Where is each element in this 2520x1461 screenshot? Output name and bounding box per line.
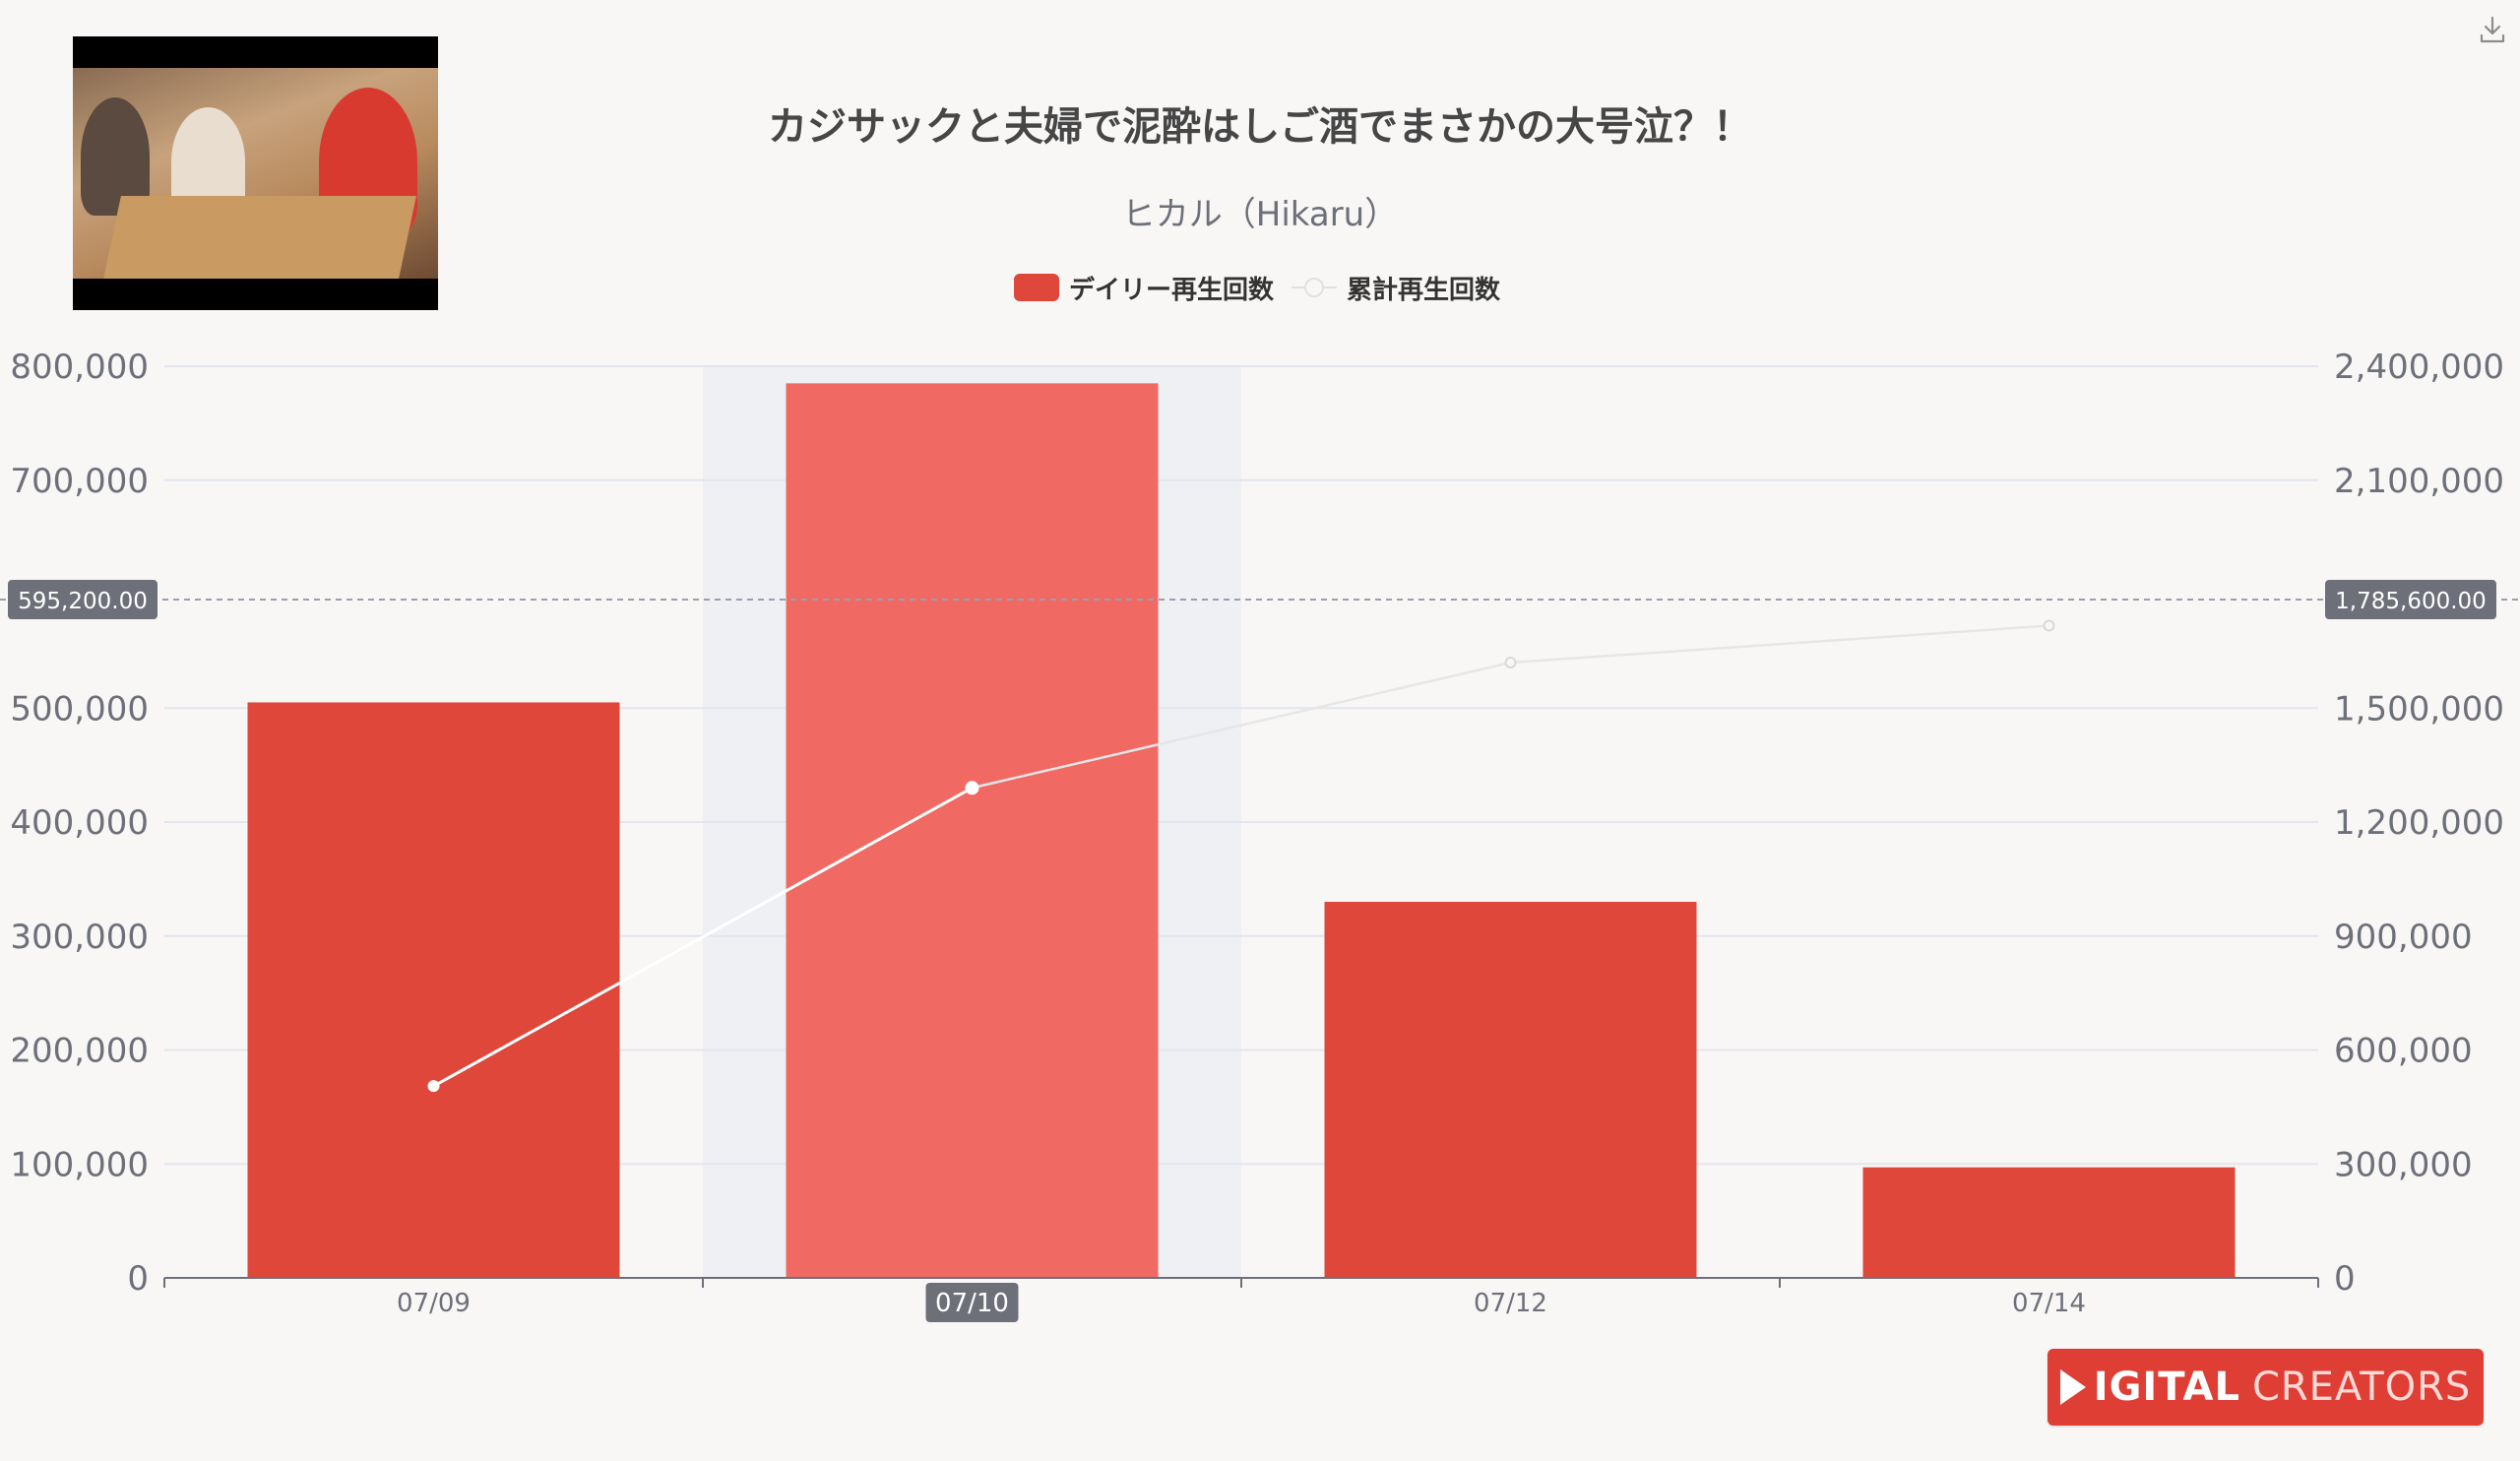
y-left-tick-label: 100,000 [10, 1145, 149, 1184]
chart-subtitle: ヒカル（Hikaru） [1121, 195, 1399, 234]
pointer-label-right: 1,785,600.00 [2335, 589, 2487, 614]
thumbnail-scene [73, 68, 438, 279]
chart-title: カジサックと夫婦で泥酔はしご酒でまさかの大号泣？！ [768, 104, 1752, 150]
pointer-label-left-bg [8, 580, 158, 620]
y-left-tick-label: 500,000 [10, 689, 149, 729]
y-right-tick-label: 1,500,000 [2334, 689, 2504, 729]
brand-text-digital: IGITAL [2093, 1365, 2240, 1410]
y-right-tick-label: 600,000 [2334, 1032, 2473, 1071]
legend-item-daily[interactable]: デイリー再生回数 [1014, 270, 1274, 306]
x-axis-pointer-badge [925, 1283, 1019, 1322]
legend-swatch-line [1292, 274, 1338, 301]
y-right-tick-label: 2,100,000 [2334, 462, 2504, 501]
y-right-tick-label: 0 [2334, 1259, 2356, 1299]
brand-play-icon [2059, 1369, 2086, 1405]
y-left-tick-label: 800,000 [10, 348, 149, 387]
y-right-tick-label: 300,000 [2334, 1145, 2473, 1184]
y-right-tick-label: 900,000 [2334, 918, 2473, 957]
legend-item-cumulative[interactable]: 累計再生回数 [1292, 270, 1500, 306]
line-point [2043, 619, 2055, 632]
x-tick-label: 07/14 [2012, 1289, 2086, 1318]
y-left-tick-label: 400,000 [10, 803, 149, 843]
bar [1862, 1167, 2236, 1278]
line-point [427, 1080, 440, 1093]
line-segment [432, 786, 974, 1088]
x-tick-label: 07/09 [397, 1289, 471, 1318]
pointer-label-right-bg [2325, 580, 2496, 620]
y-left-tick-label: 0 [127, 1259, 149, 1299]
legend-label-daily: デイリー再生回数 [1069, 275, 1275, 305]
y-left-tick-label: 300,000 [10, 918, 149, 957]
x-tick-label: 07/12 [1474, 1289, 1547, 1318]
brand-text-creators: CREATORS [2251, 1365, 2472, 1410]
y-left-tick-label: 200,000 [10, 1032, 149, 1071]
x-tick-label: 07/10 [935, 1289, 1009, 1318]
line-point [965, 781, 979, 795]
pointer-label-left: 595,200.00 [18, 589, 148, 614]
y-left-tick-label: 700,000 [10, 462, 149, 501]
legend-swatch-bar [1014, 274, 1059, 301]
brand-logo: IGITAL CREATORS [2048, 1349, 2484, 1426]
line-point [1504, 656, 1517, 668]
y-right-tick-label: 1,200,000 [2334, 803, 2504, 843]
line-segment [972, 661, 1511, 790]
download-icon[interactable] [2477, 14, 2508, 45]
line-segment [1510, 624, 2049, 665]
chart-legend: デイリー再生回数 累計再生回数 [1014, 268, 1500, 307]
video-thumbnail [73, 36, 438, 310]
bar [1324, 902, 1697, 1278]
bar [247, 702, 620, 1278]
legend-label-cumulative: 累計再生回数 [1347, 275, 1501, 305]
bar [786, 383, 1159, 1278]
y-right-tick-label: 2,400,000 [2334, 348, 2504, 387]
